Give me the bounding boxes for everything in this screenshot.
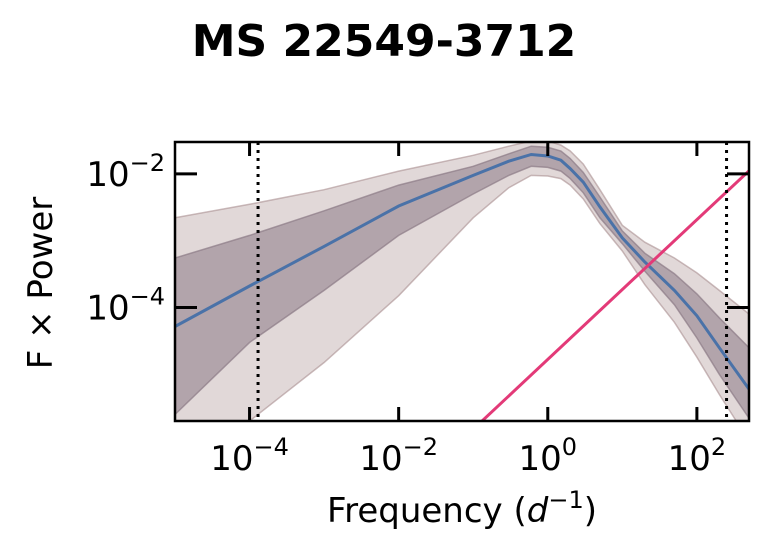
x-axis-ticks: 10−4 10−2 100 102 [210, 142, 726, 479]
x-tick-label-2: 100 [519, 433, 578, 479]
frequency-limit-lines [256, 142, 729, 421]
y-tick-label-1: 10−2 [86, 149, 165, 195]
x-tick-label-1: 10−2 [359, 433, 438, 479]
y-tick-label-0: 10−4 [86, 282, 165, 328]
chart-title: MS 22549-3712 [192, 16, 577, 67]
y-axis-ticks: 10−4 10−2 [86, 149, 749, 328]
plot-frame [173, 140, 751, 423]
noise-level-line [479, 169, 749, 421]
y-axis-label: F × Power [21, 197, 61, 369]
plot-area [175, 142, 749, 421]
x-tick-label-3: 102 [668, 433, 727, 479]
x-axis-label: Frequency (d−1) [327, 486, 597, 531]
median-psd-line [175, 152, 749, 390]
x-tick-label-0: 10−4 [210, 433, 289, 479]
